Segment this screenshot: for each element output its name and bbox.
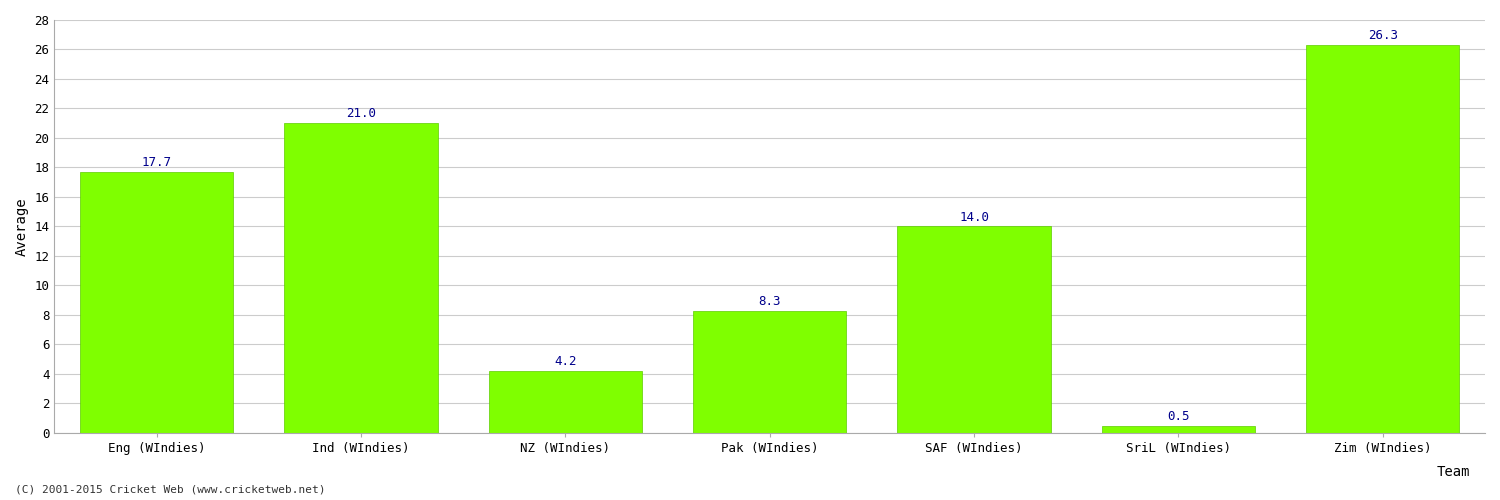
Text: 8.3: 8.3 [759,294,782,308]
Bar [1306,45,1460,433]
Text: 26.3: 26.3 [1368,29,1398,42]
Bar [693,310,846,433]
Text: 14.0: 14.0 [958,210,988,224]
Text: Team: Team [1437,465,1470,479]
Text: 0.5: 0.5 [1167,410,1190,422]
Y-axis label: Average: Average [15,197,28,256]
Text: 17.7: 17.7 [141,156,171,169]
Text: 21.0: 21.0 [346,108,376,120]
Bar [489,371,642,433]
Text: (C) 2001-2015 Cricket Web (www.cricketweb.net): (C) 2001-2015 Cricket Web (www.cricketwe… [15,485,326,495]
Bar [897,226,1050,433]
Bar [80,172,232,433]
Bar [285,123,438,433]
Text: 4.2: 4.2 [554,355,576,368]
Bar [1102,426,1256,433]
